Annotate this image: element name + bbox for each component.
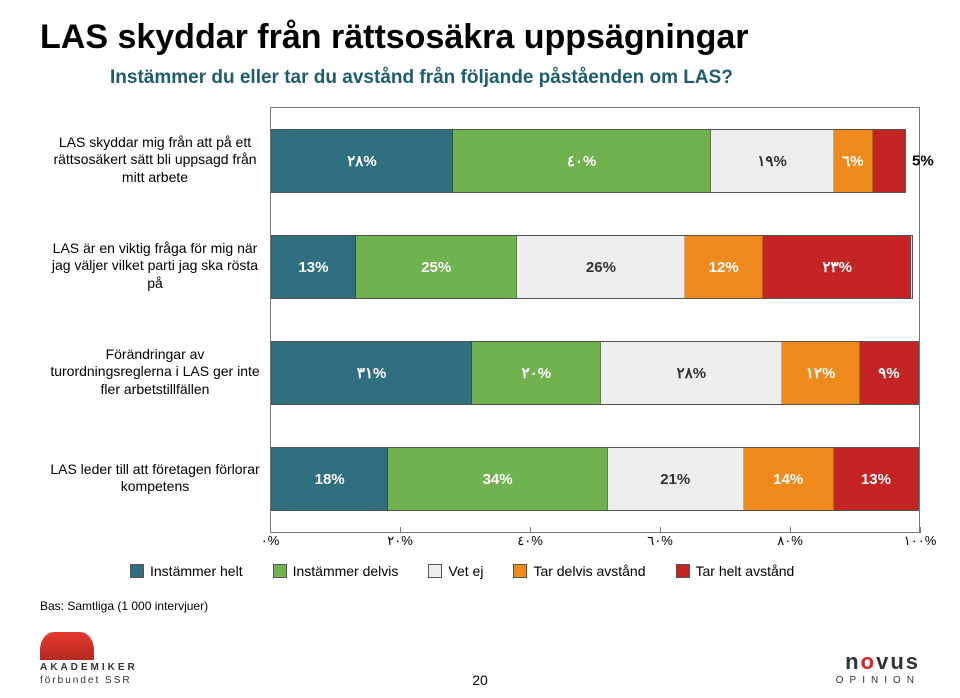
bar-label: Förändringar av turordningsreglerna i LA… bbox=[40, 346, 270, 399]
page: LAS skyddar från rättsosäkra uppsägninga… bbox=[0, 0, 960, 698]
x-tick: ٦٠% bbox=[647, 533, 673, 549]
page-number: 20 bbox=[472, 672, 488, 688]
x-tick: ٢٠% bbox=[387, 533, 413, 549]
x-tick: ٤٠% bbox=[517, 533, 543, 549]
bar-row: 18%34%21%14%13% bbox=[271, 426, 919, 532]
bar-segment: 18% bbox=[272, 448, 388, 510]
footnote: Bas: Samtliga (1 000 intervjuer) bbox=[40, 599, 920, 613]
stacked-bar-chart: LAS skyddar mig från att på ett rättsosä… bbox=[40, 107, 920, 533]
legend-swatch bbox=[676, 564, 690, 578]
bar-segment: 25% bbox=[356, 236, 517, 298]
bar-segment: ١٩% bbox=[711, 130, 834, 192]
legend-swatch bbox=[513, 564, 527, 578]
legend-item: Instämmer helt bbox=[130, 563, 243, 579]
x-tick: ١٠٠% bbox=[904, 533, 937, 549]
x-tick: ٠% bbox=[261, 533, 280, 549]
logo-akademiker: AKADEMIKER förbundet SSR bbox=[40, 632, 138, 686]
stacked-bar: ٢٨%٤٠%١٩%٦% bbox=[271, 129, 906, 193]
bar-row: ٣١%٢٠%٢٨%١٢%٩% bbox=[271, 320, 919, 426]
bar-segment: 21% bbox=[608, 448, 744, 510]
legend-item: Vet ej bbox=[428, 563, 483, 579]
bar-segment: ١٢% bbox=[782, 342, 860, 404]
bar-segment-label-outside: 5% bbox=[912, 153, 934, 170]
legend-item: Tar helt avstånd bbox=[676, 563, 795, 579]
legend-swatch bbox=[273, 564, 287, 578]
bar-segment: 26% bbox=[517, 236, 685, 298]
x-tick: ٨٠% bbox=[777, 533, 803, 549]
bar-row: ٢٨%٤٠%١٩%٦%5% bbox=[271, 108, 919, 214]
legend-swatch bbox=[428, 564, 442, 578]
legend-label: Instämmer helt bbox=[150, 563, 243, 579]
bar-row: 13%25%26%12%٢٣% bbox=[271, 214, 919, 320]
x-axis: ٠%٢٠%٤٠%٦٠%٨٠%١٠٠% bbox=[270, 533, 920, 555]
legend-item: Instämmer delvis bbox=[273, 563, 399, 579]
bar-segment: 14% bbox=[744, 448, 834, 510]
logo-novus: novus OPINION bbox=[836, 649, 920, 686]
legend-label: Vet ej bbox=[448, 563, 483, 579]
bar-segment: 34% bbox=[388, 448, 608, 510]
page-subtitle: Instämmer du eller tar du avstånd från f… bbox=[110, 67, 920, 89]
bar-segment: ٢٨% bbox=[601, 342, 782, 404]
stacked-bar: 18%34%21%14%13% bbox=[271, 447, 919, 511]
stacked-bar: 13%25%26%12%٢٣% bbox=[271, 235, 913, 299]
stacked-bar: ٣١%٢٠%٢٨%١٢%٩% bbox=[271, 341, 919, 405]
page-title: LAS skyddar från rättsosäkra uppsägninga… bbox=[40, 18, 920, 57]
legend-label: Instämmer delvis bbox=[293, 563, 399, 579]
bar-segment: 13% bbox=[272, 236, 356, 298]
bar-label: LAS leder till att företagen förlorar ko… bbox=[40, 461, 270, 496]
bar-segment: ٢٨% bbox=[272, 130, 453, 192]
bar-label: LAS skyddar mig från att på ett rättsosä… bbox=[40, 134, 270, 187]
bar-segment: ٢٠% bbox=[472, 342, 601, 404]
bar-segment: ٩% bbox=[860, 342, 918, 404]
bar-segment: 13% bbox=[834, 448, 918, 510]
bar-segment: 12% bbox=[685, 236, 763, 298]
bar-segment: ٤٠% bbox=[453, 130, 711, 192]
legend-item: Tar delvis avstånd bbox=[513, 563, 645, 579]
legend-label: Tar helt avstånd bbox=[696, 563, 795, 579]
legend: Instämmer helt Instämmer delvis Vet ej Tar … bbox=[130, 563, 920, 579]
bar-segment: ٢٣% bbox=[763, 236, 912, 298]
legend-label: Tar delvis avstånd bbox=[533, 563, 645, 579]
bar-label: LAS är en viktig fråga för mig när jag v… bbox=[40, 240, 270, 293]
bar-segment: ٣١% bbox=[272, 342, 472, 404]
legend-swatch bbox=[130, 564, 144, 578]
bar-segment: ٦% bbox=[834, 130, 873, 192]
bar-segment bbox=[873, 130, 905, 192]
